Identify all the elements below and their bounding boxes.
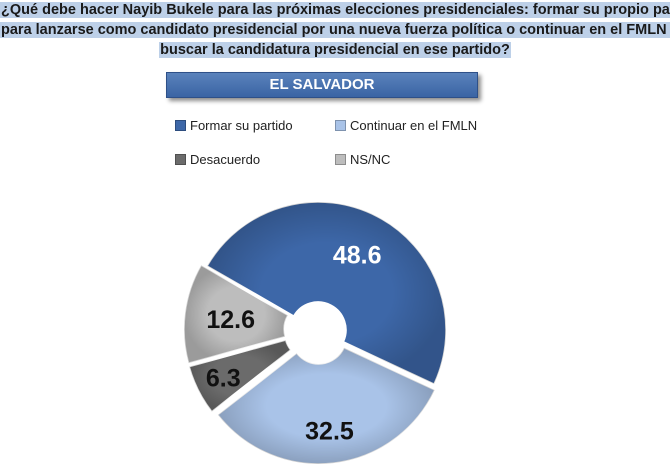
legend-swatch-continuar xyxy=(335,120,346,131)
legend-swatch-formar xyxy=(175,120,186,131)
data-label-desacuerdo: 6.3 xyxy=(206,365,241,393)
legend-swatch-desacuerdo xyxy=(175,154,186,165)
legend-item-formar: Formar su partido xyxy=(175,118,293,133)
legend-item-desacuerdo: Desacuerdo xyxy=(175,152,260,167)
question-line-3: buscar la candidatura presidencial en es… xyxy=(159,42,511,58)
data-label-formar: 48.6 xyxy=(333,242,382,270)
slice-shade-continuar xyxy=(217,347,435,464)
legend-item-continuar: Continuar en el FMLN xyxy=(335,118,477,133)
data-label-continuar: 32.5 xyxy=(305,417,354,445)
legend-item-nsnc: NS/NC xyxy=(335,152,390,167)
donut-slices xyxy=(183,201,447,465)
question-line-1: ¿Qué debe hacer Nayib Bukele para las pr… xyxy=(0,2,670,18)
donut-labels: 48.6 32.5 6.3 12.6 xyxy=(206,242,382,446)
legend-label-continuar: Continuar en el FMLN xyxy=(350,118,478,133)
legend-label-nsnc: NS/NC xyxy=(350,152,391,167)
data-label-nsnc: 12.6 xyxy=(206,306,255,334)
survey-question: ¿Qué debe hacer Nayib Bukele para las pr… xyxy=(0,0,670,60)
question-line-2: para lanzarse como candidato presidencia… xyxy=(0,22,670,38)
legend-swatch-nsnc xyxy=(335,154,346,165)
legend-label-desacuerdo: Desacuerdo xyxy=(190,152,261,167)
country-banner: EL SALVADOR xyxy=(166,72,478,98)
slice-shade-formar xyxy=(207,201,446,385)
legend-label-formar: Formar su partido xyxy=(190,118,293,133)
slice-shade-nsnc xyxy=(184,265,288,364)
slice-shade-desacuerdo xyxy=(189,340,291,412)
